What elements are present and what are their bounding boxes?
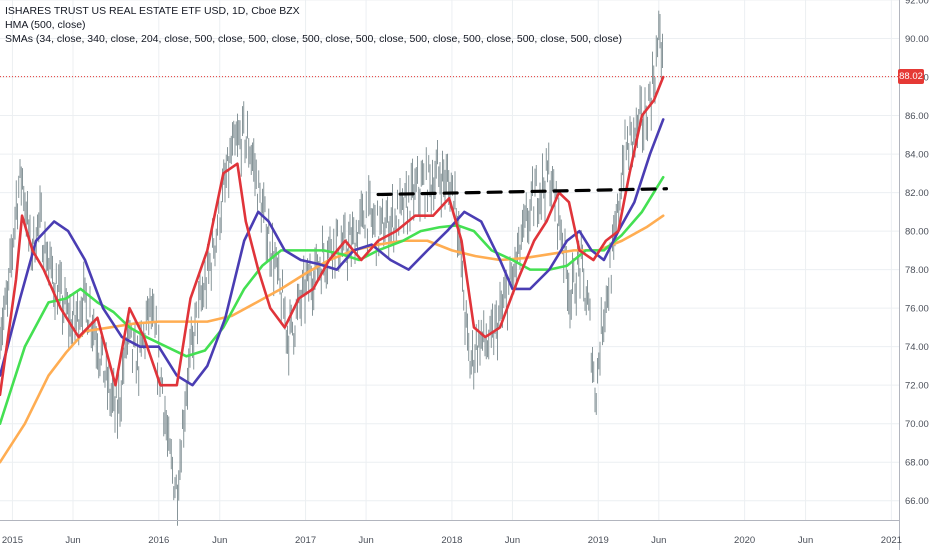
y-tick-label: 84.00 [905,150,929,161]
y-tick-label: 68.00 [905,458,929,469]
y-tick-label: 78.00 [905,265,929,276]
y-tick-label: 76.00 [905,304,929,315]
x-tick-label: Jun [798,535,813,546]
y-tick-label: 82.00 [905,188,929,199]
x-tick-label: 2015 [2,535,23,546]
x-tick-label: Jun [212,535,227,546]
y-tick-label: 70.00 [905,419,929,430]
x-axis: 2015 Jun 2016 Jun 2017 Jun 2018 Jun 2019 Jun 2020 J… [2,535,902,546]
x-tick-label: 2016 [148,535,169,546]
y-tick-label: 90.00 [905,34,929,45]
x-tick-label: 2021 [881,535,902,546]
resistance-line [376,187,669,197]
y-tick-label: 74.00 [905,342,929,353]
x-tick-label: Jun [358,535,373,546]
x-tick-label: 2020 [734,535,755,546]
x-tick-label: Jun [651,535,666,546]
y-tick-label: 86.00 [905,111,929,122]
indicator-lines [0,75,669,464]
chart-title: ISHARES TRUST US REAL ESTATE ETF USD, 1D… [5,5,300,17]
y-tick-label: 72.00 [905,381,929,392]
last-price-badge: 88.02 [898,69,924,85]
y-tick-label: 66.00 [905,496,929,507]
sma204-line [0,175,665,425]
hma-legend-label: HMA (500, close) [5,19,86,31]
sma-legend-label: SMAs (34, close, 340, close, 204, close,… [5,33,622,45]
y-tick-label: 80.00 [905,227,929,238]
chart-legend: ISHARES TRUST US REAL ESTATE ETF USD, 1D… [5,4,622,46]
x-tick-label: 2018 [441,535,462,546]
y-tick-label: 92.00 [905,0,929,7]
x-tick-label: 2017 [295,535,316,546]
x-tick-label: Jun [505,535,520,546]
sma34-line [0,118,665,387]
x-tick-label: Jun [65,535,80,546]
hma-line [0,75,665,397]
grid [0,0,899,520]
x-tick-label: 2019 [588,535,609,546]
